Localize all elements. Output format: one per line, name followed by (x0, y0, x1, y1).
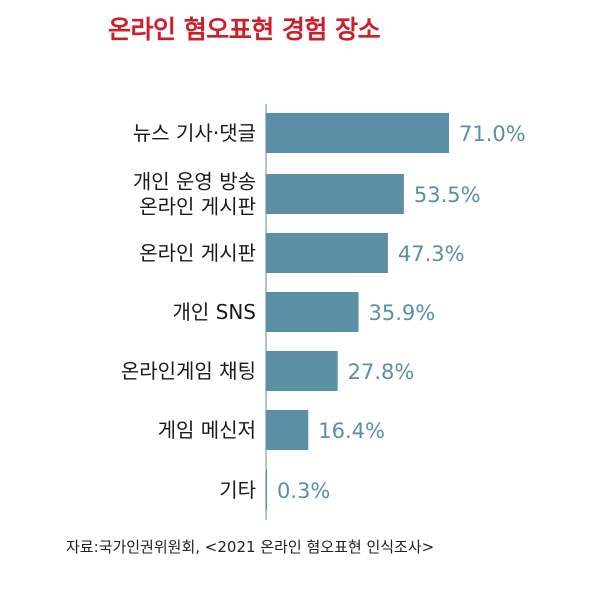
bar-2 (266, 233, 388, 273)
bar-0 (266, 113, 449, 153)
category-label-6-0: 기타 (219, 478, 256, 502)
value-label-3: 35.9% (369, 301, 436, 325)
value-label-0: 71.0% (459, 122, 526, 146)
category-label-5-0: 게임 메신저 (158, 418, 256, 442)
bar-5 (266, 410, 309, 450)
category-label-2-0: 온라인 게시판 (139, 241, 256, 265)
category-label-4-0: 온라인게임 채팅 (121, 359, 256, 383)
chart-source: 자료:국가인권위원회, <2021 온라인 혐오표현 인식조사> (66, 538, 435, 556)
category-label-1-1: 온라인 게시판 (139, 195, 256, 219)
bar-3 (266, 292, 359, 332)
value-label-1: 53.5% (414, 183, 481, 207)
bar-6 (266, 470, 267, 510)
category-label-1-0: 개인 운영 방송 (133, 170, 256, 194)
bar-1 (266, 174, 404, 214)
value-label-5: 16.4% (318, 419, 385, 443)
value-label-2: 47.3% (398, 242, 465, 266)
value-label-4: 27.8% (348, 360, 415, 384)
value-label-6: 0.3% (277, 479, 330, 503)
category-label-3-0: 개인 SNS (172, 300, 256, 324)
bar-4 (266, 351, 338, 391)
chart-title: 온라인 혐오표현 경험 장소 (108, 15, 381, 44)
category-label-0-0: 뉴스 기사·댓글 (133, 121, 256, 145)
